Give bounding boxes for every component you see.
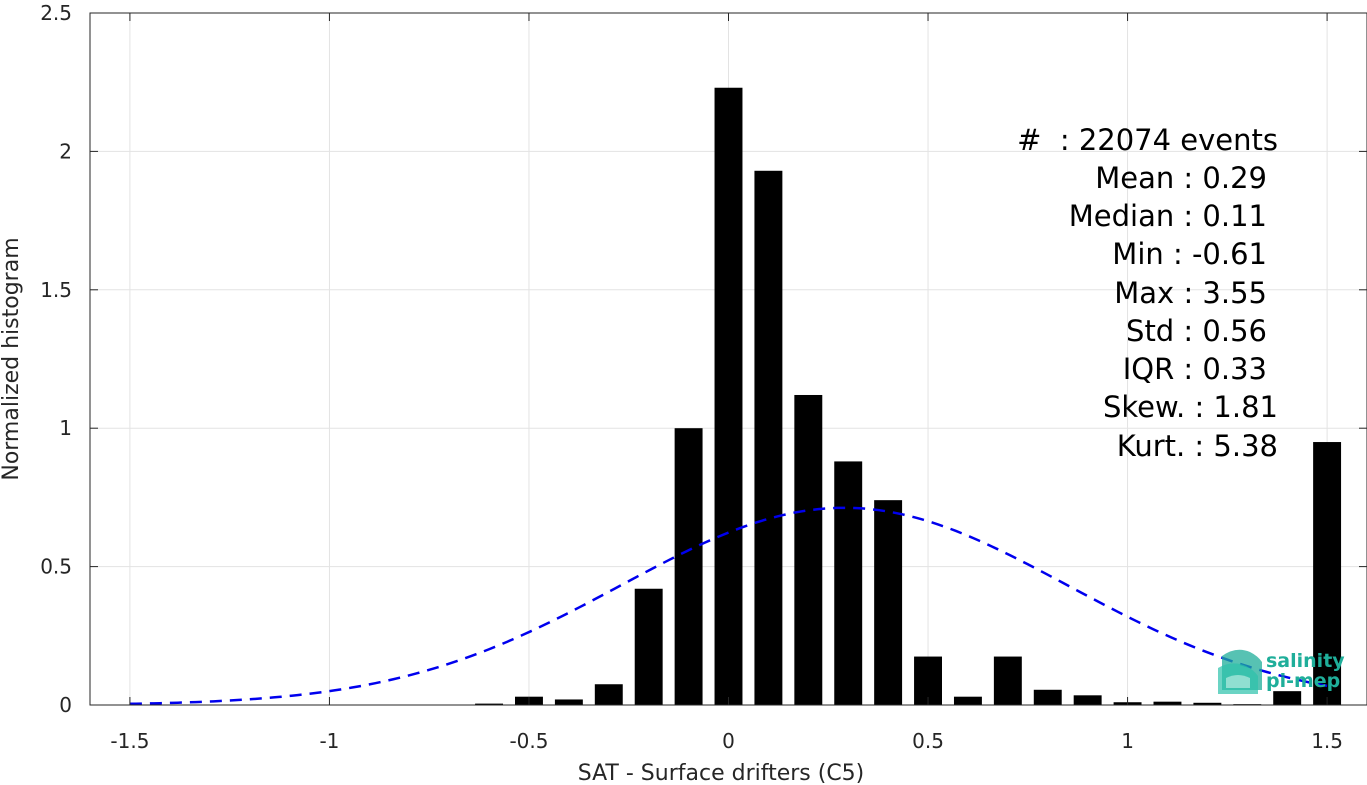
y-tick-label: 1 (59, 416, 72, 440)
x-tick-label: 1.5 (1311, 729, 1343, 753)
stat-iqr: IQR : 0.33 (1123, 352, 1267, 386)
logo-line2: pi-mep (1266, 670, 1340, 692)
stat-skew: Skew. : 1.81 (1103, 390, 1278, 424)
histogram-bar (714, 87, 743, 705)
stat-mean: Mean : 0.29 (1095, 161, 1267, 195)
histogram-bar (674, 428, 703, 705)
stat-kurt: Kurt. : 5.38 (1117, 429, 1278, 463)
stat-median: Median : 0.11 (1069, 199, 1267, 233)
logo-line1: salinity (1266, 650, 1345, 672)
x-tick-label: -1 (319, 729, 339, 753)
histogram-bar (1073, 695, 1102, 705)
histogram-bar (554, 699, 583, 705)
stat-events: # : 22074 events (1017, 123, 1278, 157)
histogram-bar (475, 703, 504, 705)
histogram-bar (953, 696, 982, 705)
histogram-bar (914, 656, 942, 705)
stats-box: # : 22074 events Mean : 0.29 Median : 0.… (1017, 123, 1278, 463)
histogram-bar (1313, 442, 1342, 705)
y-tick-label: 2 (59, 139, 72, 163)
x-tick-label: -1.5 (110, 729, 149, 753)
x-axis-title: SAT - Surface drifters (C5) (578, 761, 865, 785)
wave-logo-icon (1218, 649, 1262, 694)
x-tick-label: 1 (1121, 729, 1134, 753)
y-tick-label: 1.5 (40, 278, 72, 302)
x-tick-label: 0 (722, 729, 735, 753)
gaussian-fit-curve (129, 506, 1328, 706)
stat-min: Min : -0.61 (1112, 237, 1267, 271)
histogram-bar (794, 394, 823, 705)
y-tick-label: 0.5 (40, 555, 72, 579)
histogram-bars (475, 87, 1342, 705)
x-tick-labels: -1.5 -1 -0.5 0 0.5 1 1.5 (110, 729, 1343, 753)
y-tick-label: 2.5 (40, 1, 72, 25)
histogram-bar (594, 684, 623, 705)
y-axis-title: Normalized histogram (0, 237, 24, 480)
axis-ticks (90, 12, 1367, 706)
stat-std: Std : 0.56 (1126, 314, 1267, 348)
histogram-bar (1153, 701, 1182, 705)
x-tick-label: -0.5 (509, 729, 548, 753)
histogram-bar (634, 588, 663, 705)
histogram-bar (874, 500, 903, 705)
y-tick-label: 0 (59, 693, 72, 717)
histogram-bar (993, 656, 1022, 705)
histogram-bar (1273, 691, 1302, 705)
x-tick-label: 0.5 (912, 729, 944, 753)
histogram-bar (754, 170, 783, 705)
histogram-bar (1193, 702, 1222, 705)
histogram-bar (834, 461, 863, 705)
histogram-bar (1033, 689, 1062, 705)
y-tick-labels: 0 0.5 1 1.5 2 2.5 (40, 1, 72, 717)
stat-max: Max : 3.55 (1114, 276, 1267, 310)
salinity-pimep-logo: salinity pi-mep (1218, 649, 1345, 694)
